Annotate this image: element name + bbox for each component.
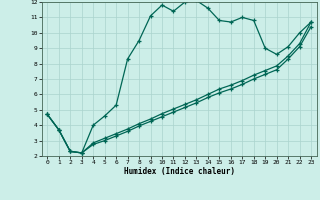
X-axis label: Humidex (Indice chaleur): Humidex (Indice chaleur) (124, 167, 235, 176)
